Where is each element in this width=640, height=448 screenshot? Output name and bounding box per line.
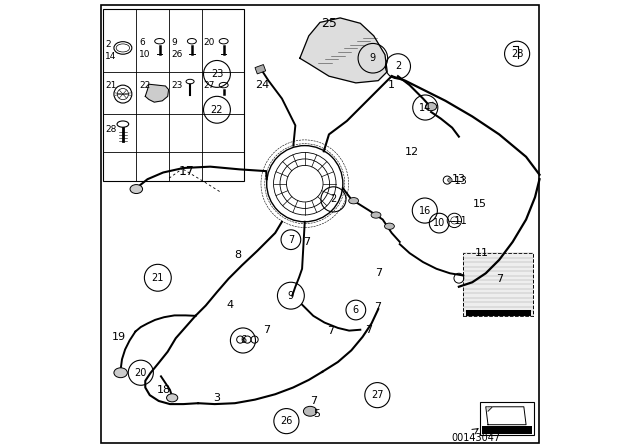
Text: 7: 7: [303, 237, 310, 247]
Text: 23: 23: [172, 81, 182, 90]
Text: 7: 7: [288, 235, 294, 245]
Bar: [466, 310, 531, 316]
Text: 5: 5: [313, 409, 320, 419]
Text: 22: 22: [139, 81, 150, 90]
Bar: [482, 426, 532, 434]
Text: 12: 12: [405, 147, 419, 157]
Text: 13: 13: [452, 174, 466, 184]
Text: 20: 20: [204, 38, 215, 47]
Text: 8: 8: [234, 250, 241, 260]
Text: 14: 14: [419, 103, 431, 112]
Text: 7: 7: [264, 325, 271, 335]
Ellipse shape: [186, 79, 194, 84]
Text: 6: 6: [353, 305, 359, 315]
Ellipse shape: [303, 406, 317, 416]
Text: 00143047: 00143047: [451, 433, 500, 443]
Ellipse shape: [188, 39, 196, 44]
Bar: [463, 253, 532, 316]
Text: 3: 3: [214, 393, 220, 403]
Text: 28: 28: [105, 125, 116, 134]
Text: 25: 25: [321, 17, 337, 30]
Polygon shape: [486, 407, 526, 425]
Text: 15: 15: [472, 199, 486, 209]
Text: 21: 21: [105, 81, 116, 90]
Ellipse shape: [130, 185, 143, 194]
Text: 7: 7: [374, 302, 381, 312]
Ellipse shape: [426, 103, 436, 111]
Text: 7: 7: [365, 325, 372, 335]
Text: 19: 19: [112, 332, 126, 342]
Text: 4: 4: [226, 300, 233, 310]
Polygon shape: [300, 18, 387, 83]
Text: 14: 14: [105, 52, 116, 60]
Text: 9: 9: [288, 291, 294, 301]
Ellipse shape: [371, 212, 381, 218]
Ellipse shape: [385, 223, 394, 229]
Text: 16: 16: [419, 206, 431, 215]
Text: 26: 26: [172, 50, 182, 59]
Text: 21: 21: [152, 273, 164, 283]
Text: 10: 10: [433, 218, 445, 228]
Ellipse shape: [349, 198, 358, 204]
Text: 27: 27: [371, 390, 383, 400]
Text: 28: 28: [511, 49, 524, 59]
Text: 26: 26: [280, 416, 292, 426]
Text: 6: 6: [240, 336, 246, 345]
Text: -11: -11: [452, 216, 468, 226]
Polygon shape: [488, 407, 493, 411]
Polygon shape: [145, 84, 168, 102]
Text: 2: 2: [105, 40, 111, 49]
Text: -13: -13: [452, 176, 468, 185]
Text: 10: 10: [139, 50, 150, 59]
Text: 23: 23: [211, 69, 223, 79]
Bar: [481, 402, 534, 435]
Text: 18: 18: [157, 385, 171, 395]
Text: 22: 22: [211, 105, 223, 115]
Text: 2: 2: [395, 61, 401, 71]
Ellipse shape: [117, 121, 129, 127]
Text: 7: 7: [495, 274, 503, 284]
Text: 17: 17: [179, 164, 195, 178]
Bar: [255, 65, 266, 74]
Bar: [103, 9, 244, 181]
Text: 6: 6: [139, 38, 145, 47]
Ellipse shape: [219, 39, 228, 44]
Text: 20: 20: [134, 368, 147, 378]
Text: 11: 11: [475, 248, 489, 258]
Text: 7: 7: [327, 326, 334, 336]
Text: 7: 7: [310, 396, 317, 406]
Ellipse shape: [114, 368, 127, 378]
Ellipse shape: [166, 394, 178, 402]
Ellipse shape: [219, 82, 228, 88]
Text: 7: 7: [374, 268, 382, 278]
Text: 9: 9: [172, 38, 177, 47]
Text: 27: 27: [204, 81, 215, 90]
Ellipse shape: [155, 39, 164, 44]
Text: 2: 2: [330, 194, 337, 204]
Ellipse shape: [448, 178, 452, 182]
Text: 9: 9: [370, 53, 376, 63]
Text: 24: 24: [255, 80, 269, 90]
Text: 1: 1: [388, 80, 395, 90]
